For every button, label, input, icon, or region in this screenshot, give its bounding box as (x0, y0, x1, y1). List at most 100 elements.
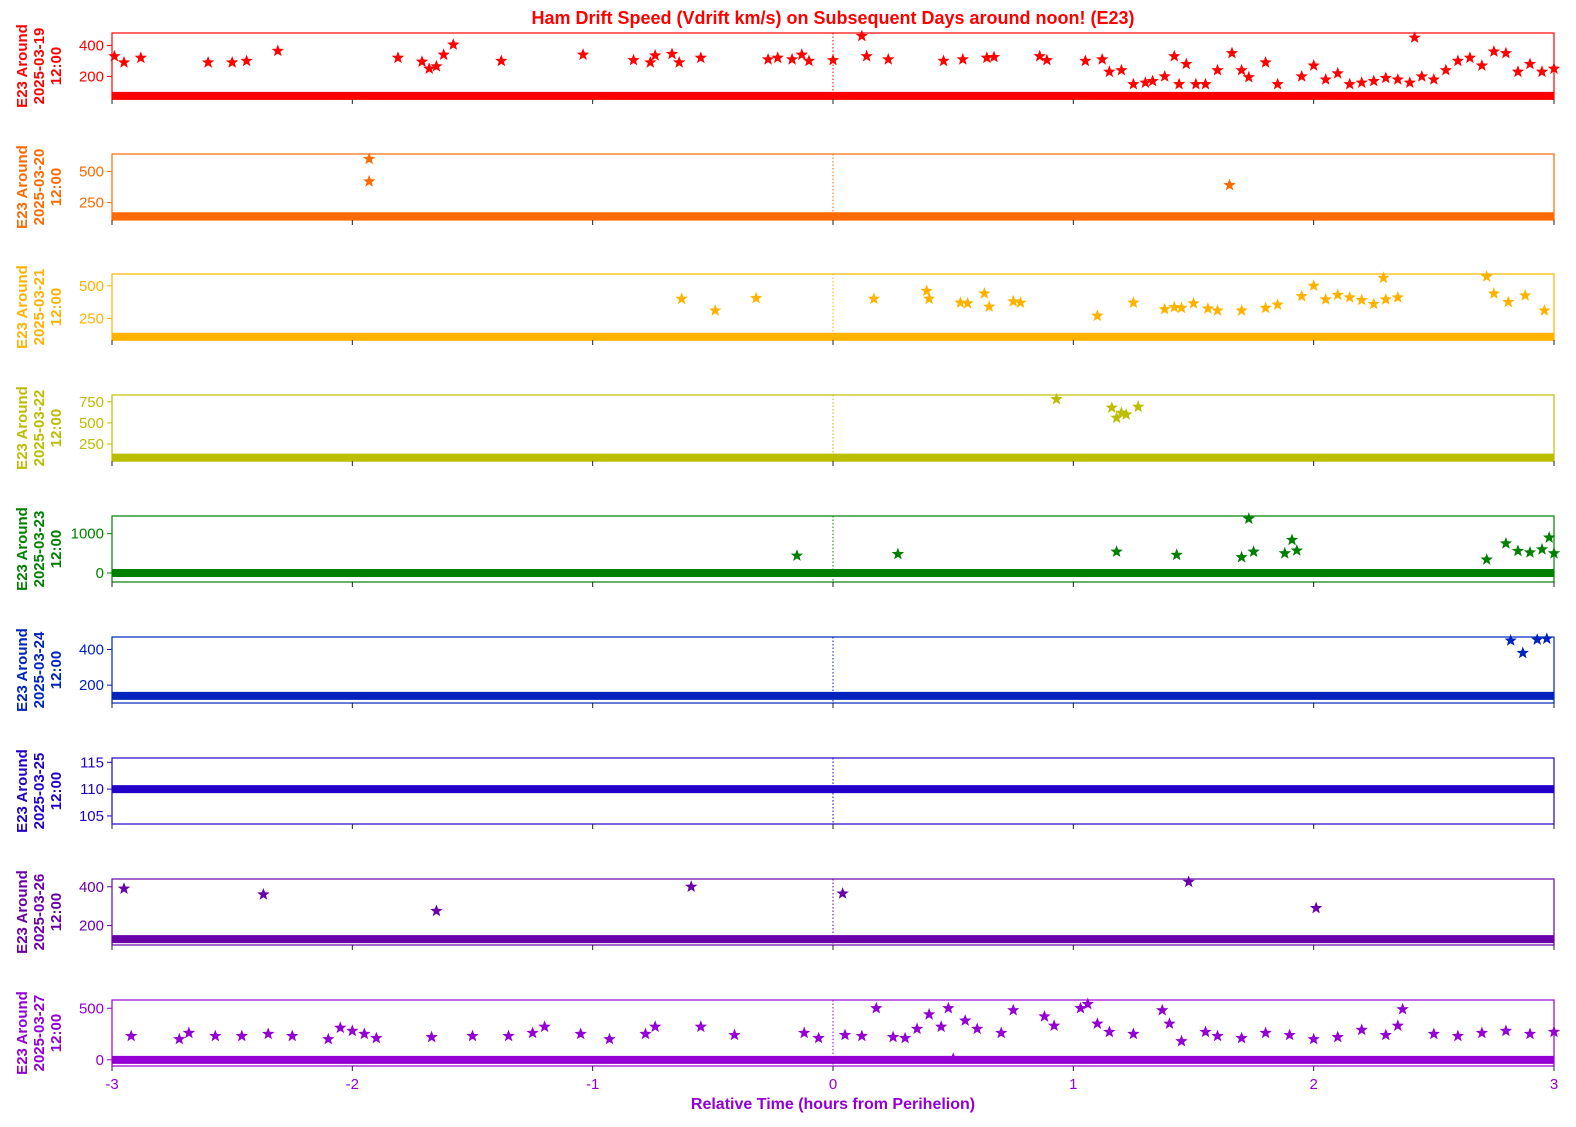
data-point (983, 300, 996, 312)
data-point (603, 1032, 616, 1045)
data-point (1182, 875, 1195, 888)
data-point (1480, 270, 1493, 282)
data-point (1175, 1034, 1188, 1047)
data-point (812, 1031, 825, 1044)
data-point (1451, 1029, 1464, 1042)
data-point (526, 1026, 539, 1039)
y-axis-label: 2025-03-20 (31, 149, 48, 226)
y-tick-label: 750 (79, 394, 104, 411)
data-point (995, 1026, 1008, 1039)
data-point (1201, 302, 1215, 314)
data-point (173, 1032, 186, 1045)
data-point (886, 1030, 900, 1043)
data-point (1211, 1029, 1224, 1042)
data-point (1110, 545, 1123, 557)
data-point (346, 1024, 359, 1037)
data-point (574, 1027, 587, 1040)
data-point (1451, 54, 1464, 67)
data-point (447, 38, 460, 50)
data-point (1127, 1027, 1140, 1040)
y-tick-label: 110 (80, 781, 104, 798)
data-point (1499, 46, 1513, 59)
data-point (1516, 646, 1529, 659)
data-point (1168, 49, 1181, 62)
data-point (1511, 544, 1525, 557)
data-point (954, 296, 967, 308)
data-point (1127, 296, 1140, 308)
data-point (538, 1020, 551, 1033)
data-point (235, 1029, 248, 1042)
data-point (942, 1001, 955, 1014)
y-axis-label: 2025-03-23 (31, 511, 48, 588)
y-axis-label: E23 Around (14, 386, 31, 470)
data-point (649, 49, 662, 61)
subplot-panel: 200 400 E23 Around 2025-03-19 12:00 (14, 24, 1561, 108)
data-point (627, 53, 640, 66)
data-point (1259, 301, 1272, 314)
data-point (947, 1052, 960, 1064)
data-point (1343, 77, 1356, 90)
data-point (1355, 76, 1368, 88)
y-axis-label: E23 Around (14, 507, 31, 591)
data-point (685, 880, 698, 892)
data-point (867, 292, 880, 305)
subplot-panel: 250 500 750 E23 Around 2025-03-22 12:00 (14, 386, 1555, 470)
data-point (1271, 298, 1284, 310)
data-point (1014, 296, 1027, 308)
y-axis-label: 12:00 (48, 288, 65, 326)
y-axis-label: 12:00 (48, 651, 65, 689)
data-point (1081, 997, 1094, 1010)
subplot-panel: 105 110 115 E23 Around 2025-03-25 12:00 (14, 749, 1555, 833)
data-point (987, 50, 1001, 63)
x-tick-label: -3 (105, 1076, 118, 1093)
data-point (649, 1020, 662, 1033)
data-point (1199, 77, 1212, 90)
data-point (415, 55, 429, 67)
y-axis-label: E23 Around (14, 265, 31, 349)
data-point (923, 1007, 936, 1020)
data-point (1540, 632, 1553, 644)
data-point (1379, 71, 1392, 84)
data-point (1242, 512, 1255, 524)
data-point (1105, 401, 1118, 413)
data-point (675, 292, 688, 305)
data-point (855, 29, 868, 42)
data-point (1379, 1028, 1392, 1041)
data-point (1307, 1032, 1320, 1045)
data-point (920, 284, 933, 297)
x-tick-label: 3 (1550, 1076, 1558, 1093)
data-point (1502, 295, 1515, 308)
data-point (117, 56, 131, 68)
data-point (798, 1026, 811, 1039)
data-point (1439, 63, 1452, 76)
y-tick-label: 0 (96, 565, 104, 582)
data-point (1290, 544, 1303, 556)
data-point (709, 304, 722, 316)
data-point (271, 44, 284, 57)
data-point (1504, 634, 1517, 646)
data-point (937, 54, 950, 67)
x-tick-label: -2 (346, 1076, 359, 1093)
data-point (980, 51, 993, 64)
data-point (1355, 293, 1368, 306)
data-point (1295, 70, 1308, 82)
data-point (1475, 59, 1489, 71)
y-tick-label: 400 (79, 879, 104, 896)
data-point (257, 888, 270, 900)
y-axis-label: 12:00 (48, 1014, 65, 1052)
data-point (1163, 1017, 1176, 1029)
y-axis-label: 2025-03-26 (31, 874, 48, 951)
data-point (1156, 1003, 1169, 1016)
data-point (1523, 546, 1537, 558)
data-point (1180, 57, 1193, 70)
data-point (437, 48, 450, 60)
y-tick-label: 200 (79, 677, 104, 694)
data-point (673, 56, 686, 68)
data-point (1007, 1003, 1020, 1016)
subplot-panel: 0 1000 E23 Around 2025-03-23 12:00 (14, 507, 1561, 591)
y-tick-label: 200 (79, 918, 104, 935)
data-point (495, 54, 508, 67)
x-tick-label: 2 (1309, 1076, 1317, 1093)
data-point (226, 56, 239, 68)
data-point (430, 904, 443, 917)
